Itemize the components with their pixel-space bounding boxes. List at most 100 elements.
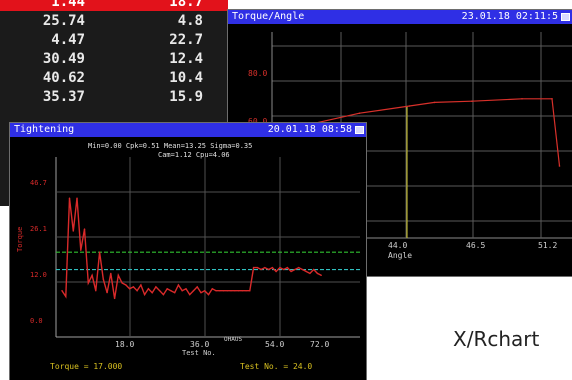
x-tick-label: 36.0 [190,340,209,349]
torque-series-point [320,274,322,277]
window-control-icon[interactable] [355,126,364,134]
torque-series-point [301,268,304,271]
torque-series-point [312,268,315,271]
y-tick-label: 80.0 [248,69,267,78]
torque-series-point [215,290,217,292]
torque-series-point [132,286,135,288]
torque-series-point [316,272,319,275]
torque-series-point [87,282,89,284]
tightening-grid [55,157,360,338]
torque-series-point [166,288,168,290]
y-tick-label: 12.0 [30,271,47,279]
torque-series-point [181,290,183,292]
torque-series-point [297,266,300,269]
torque-angle-point [433,101,436,104]
torque-series-point [76,197,78,199]
tightening-series [56,197,360,300]
table-cell-value: 35.37 [42,89,85,105]
torque-series-point [113,297,116,300]
torque-angle-line [284,98,561,167]
y-axis-label: Torque [16,227,24,252]
torque-series-point [260,268,262,271]
torque-series-point [158,290,161,292]
window-control-icon[interactable] [561,13,570,21]
torque-series-point [264,266,266,269]
torque-series-point [162,293,165,296]
torque-series-point [309,272,311,275]
torque-series-point [282,268,285,271]
table-row[interactable]: 4.47 22.7 [0,31,228,49]
table-cell-value: 4.8 [177,13,203,29]
table-cell-value: 1.44 [51,0,85,10]
xr-chart-caption: X/Rchart [453,327,540,351]
torque-series-point [230,290,232,292]
torque-angle-point [551,98,553,100]
table-cell-value: 25.74 [42,13,85,29]
torque-series-point [125,284,127,286]
torque-series-point [155,286,157,288]
table-cell-value: 18.7 [169,0,203,10]
table-cell-value: 10.4 [169,70,203,86]
x-axis-label: Test No. [182,349,216,357]
torque-series-point [143,293,146,296]
table-row[interactable]: 30.49 12.4 [0,50,228,68]
torque-angle-plot: 80.0 60.0 44.0 46.5 51.2 Angle [248,32,572,260]
y-tick-label: 60.0 [248,117,267,126]
torque-series-point [207,293,210,296]
torque-series-point [110,272,112,275]
torque-series-point [241,290,244,292]
torque-window-timestamp: 23.01.18 02:11:5 [461,11,558,22]
torque-window-title: Torque/Angle [232,11,305,22]
torque-angle-point [358,112,361,114]
table-row[interactable]: 35.37 15.9 [0,88,228,106]
torque-series-point [256,266,259,269]
torque-series-point [237,290,240,292]
torque-series-point [68,197,71,199]
torque-series-point [245,290,247,292]
torque-series-point [192,290,195,292]
table-row[interactable]: 25.74 4.8 [0,12,228,30]
torque-series-point [65,295,67,298]
torque-series-point [219,290,221,292]
torque-series-point [249,290,251,292]
table-row[interactable]: 1.44 18.7 [0,0,228,11]
torque-series-point [72,230,74,232]
torque-series-point [286,266,289,269]
torque-series-point [91,274,93,277]
torque-series-point [98,251,101,253]
tightening-window-titlebar[interactable]: Tightening 20.01.18 08:58 [10,123,366,137]
torque-series-point [234,290,236,292]
torque-series-point [151,291,153,294]
torque-series-point [170,290,172,292]
torque-series-point [222,290,225,292]
torque-series-point [80,249,82,251]
x-tick-label: 46.5 [466,241,485,250]
x-tick-label: 44.0 [388,241,407,250]
tightening-window[interactable]: Tightening 20.01.18 08:58 Min=0.00 Cpk=0… [10,123,366,380]
torque-series-point [185,288,187,290]
torque-series-point [279,266,281,269]
status-readout-test-no: Test No. = 24.0 [240,362,312,371]
x-tick-label: 51.2 [538,241,557,250]
torque-series-point [204,290,206,292]
table-cell-value: 4.47 [51,32,85,48]
x-tick-label: 18.0 [115,340,134,349]
table-cell-value: 12.4 [169,51,203,67]
torque-series-point [106,291,108,294]
stats-line: Cam=1.12 Cpu=4.06 [158,151,230,159]
tightening-window-timestamp: 20.01.18 08:58 [267,124,352,135]
torque-series-point [140,284,142,286]
torque-window-titlebar[interactable]: Torque/Angle 23.01.18 02:11:5 [228,10,572,24]
status-readout-torque: Torque = 17.000 [50,362,122,371]
table-cell-value: 15.9 [169,89,203,105]
table-cell-value: 40.62 [42,70,85,86]
torque-series-line [61,198,322,299]
torque-angle-point [558,165,561,167]
torque-series-point [290,270,292,273]
torque-series-point [102,278,105,280]
table-row[interactable]: 40.62 10.4 [0,69,228,87]
torque-angle-point [521,98,523,100]
stats-line: Min=0.00 Cpk=0.51 Mean=13.25 Sigma=0.35 [88,142,252,150]
torque-series-point [275,270,277,273]
table-cell-value: 30.49 [42,51,85,67]
